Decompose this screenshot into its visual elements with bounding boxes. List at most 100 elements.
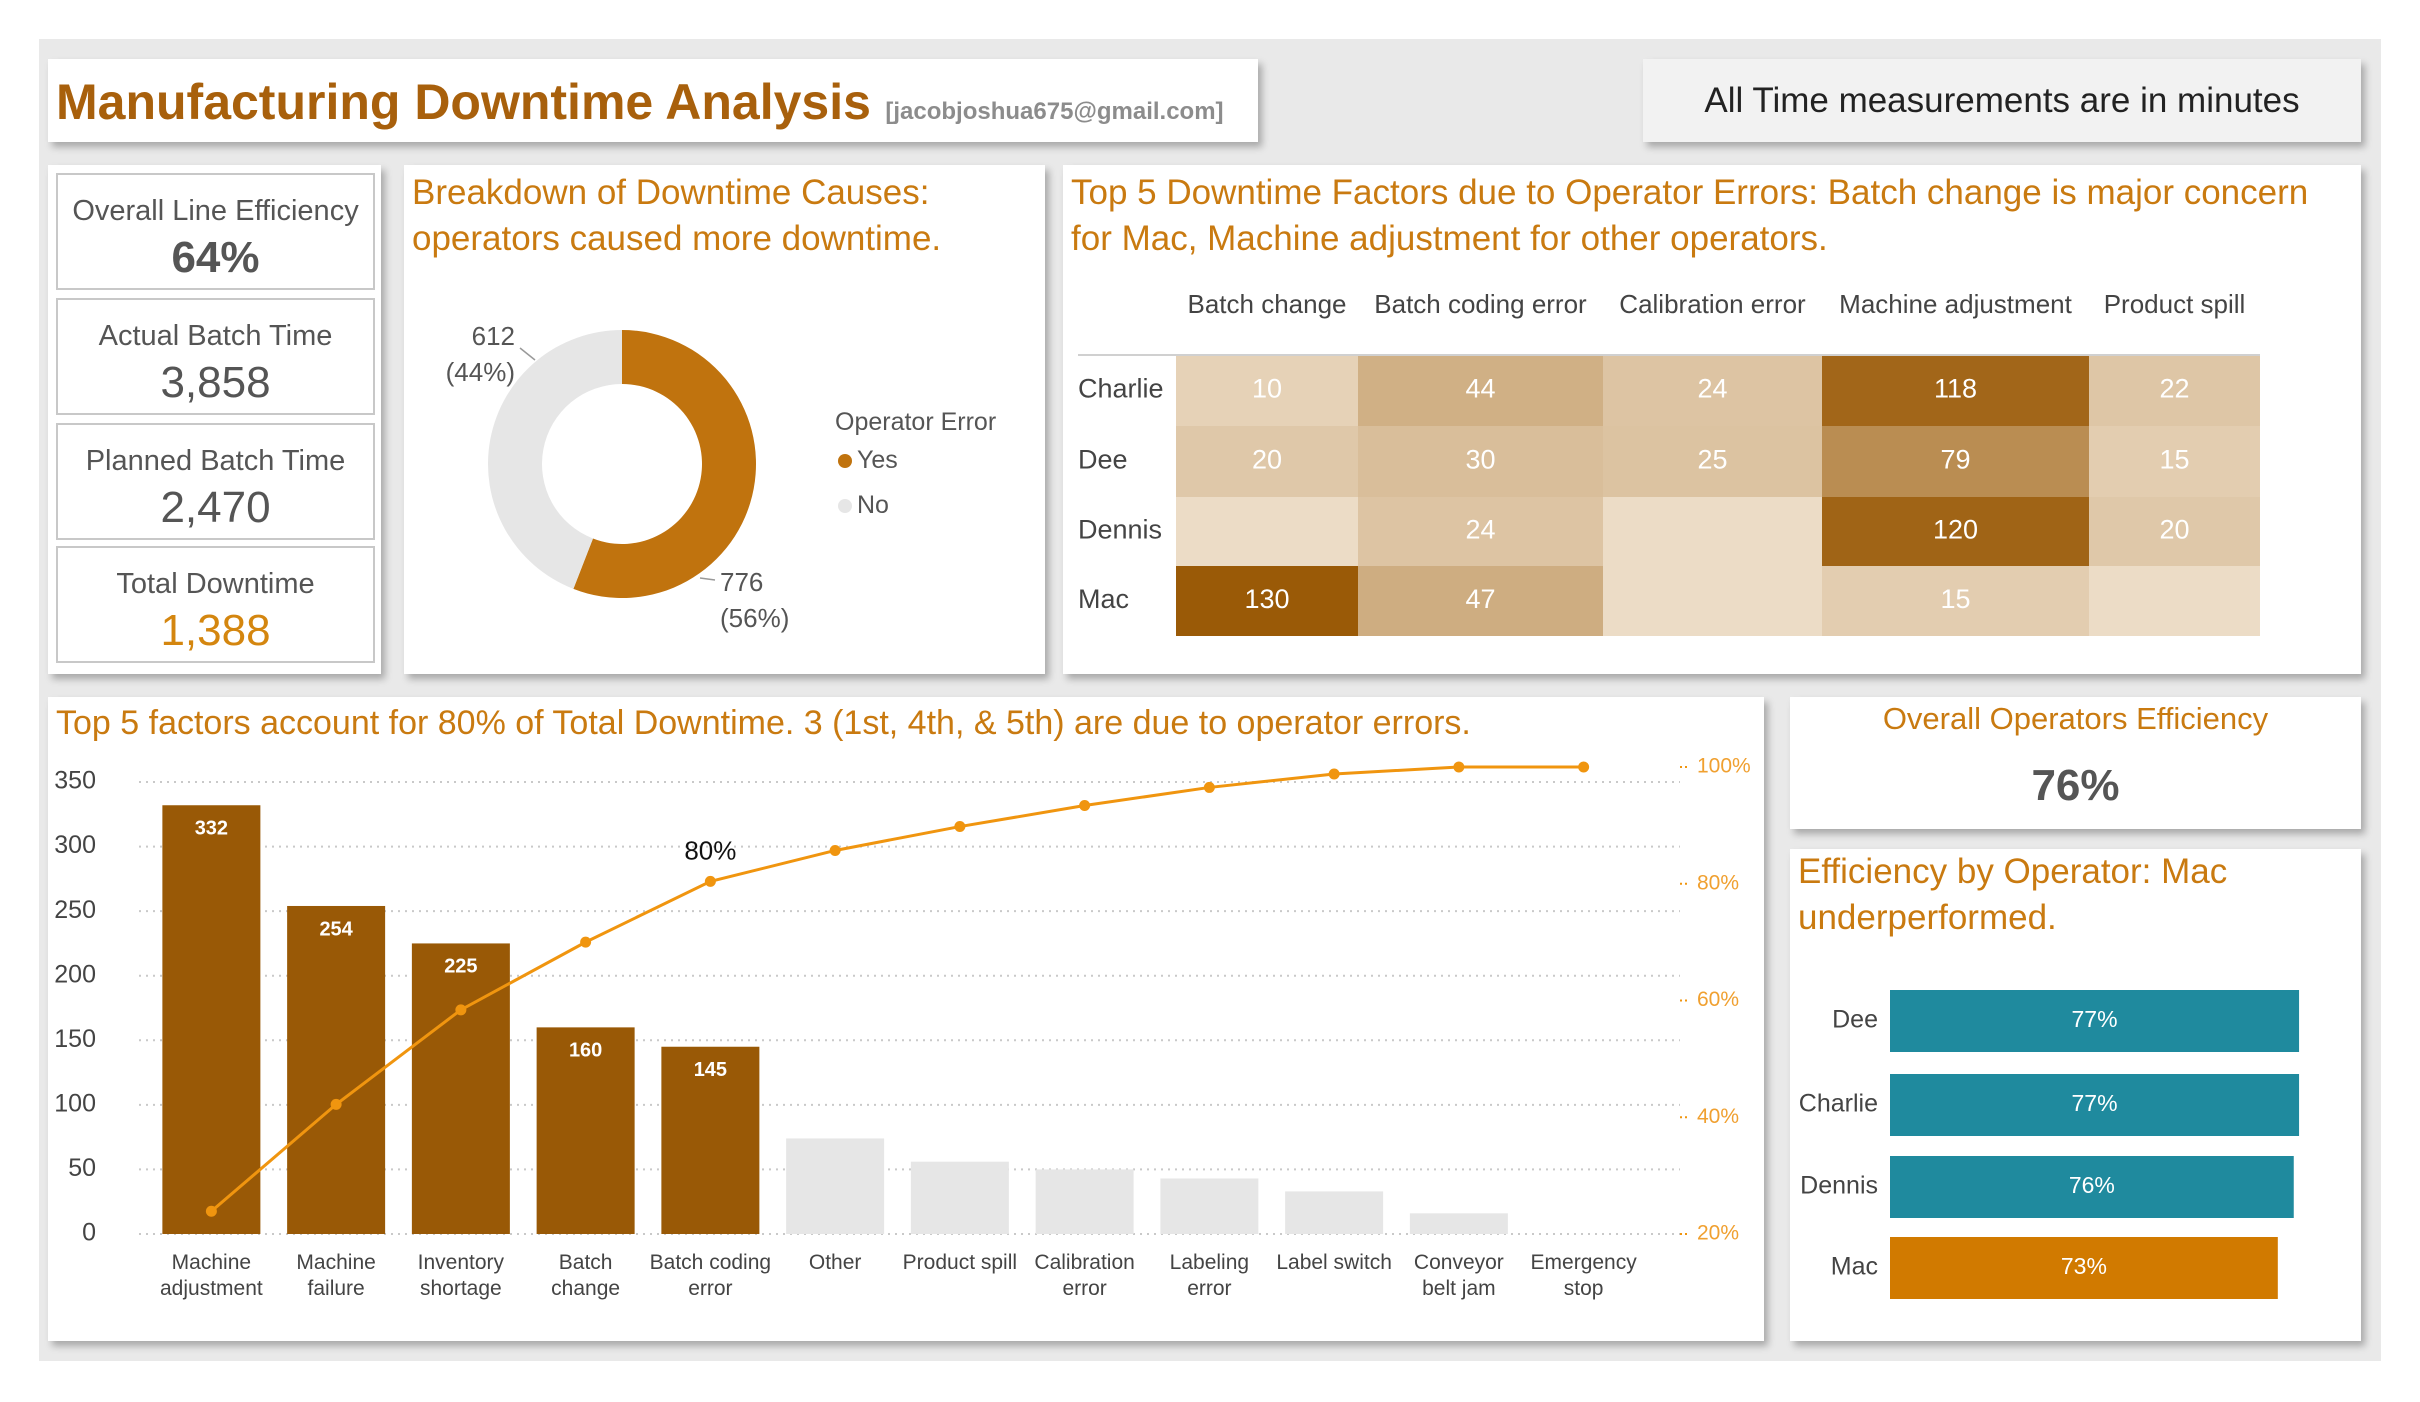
legend-label: Yes [857,446,898,474]
cell-label: 20 [1252,445,1282,475]
x-tick-label: Inventory shortage [417,1251,505,1300]
legend-marker [838,454,852,468]
cell-label: 10 [1252,374,1282,404]
x-tick-label: Other [808,1251,862,1274]
cell-label: 15 [2159,445,2189,475]
line-marker [829,844,841,856]
kpi-value: 3,858 [160,358,271,407]
author-email: [jacobjoshua675@gmail.com] [885,98,1224,125]
x-tick-label: Emergency stop [1530,1251,1637,1300]
heatmap-cell [1176,355,1358,426]
y-tick-label: 0 [82,1219,96,1247]
heatmap-cell [1176,566,1358,636]
heatmap-cell [1603,355,1822,426]
heatmap-cell [1358,426,1603,497]
bar-label: 160 [569,1040,602,1062]
x-tick-label: Conveyor belt jam [1413,1251,1504,1300]
heatmap-cell [1358,497,1603,566]
chart-title: Efficiency by Operator: Mac underperform… [1798,852,2228,937]
bar [411,943,510,1234]
page-title: Manufacturing Downtime Analysis [56,74,871,130]
chart-title: Top 5 factors account for 80% of Total D… [56,704,1471,742]
column-label: Machine adjustment [1839,289,2072,319]
kpi-box [56,173,375,290]
bar-label: 77% [2072,1006,2118,1032]
bar [1890,1074,2300,1136]
cell-label: 20 [2159,515,2189,545]
line-marker [455,1004,467,1016]
kpi-label: Planned Batch Time [85,445,346,477]
bar [1409,1213,1508,1234]
bar [162,805,261,1234]
column-label: Batch coding error [1374,289,1587,319]
y-tick-label: 300 [54,831,96,859]
header-card: Manufacturing Downtime Analysis [jacobjo… [48,59,1258,142]
operator-kpi-card: Overall Operators Efficiency 76% [1790,697,2361,829]
heatmap-cell [1603,566,1822,636]
line-marker [330,1098,342,1110]
y-tick-label: 50 [68,1154,96,1182]
bar-label: 77% [2072,1090,2118,1116]
kpi-value: 64% [171,233,260,282]
legend-label: No [857,491,889,519]
cell-label: 120 [1933,515,1978,545]
cell-label: 118 [1934,374,1977,404]
bar-label: 73% [2061,1253,2107,1279]
donut-slice [488,330,622,589]
category-label: Charlie [1799,1090,1878,1118]
line-marker [954,821,966,833]
header-line: Manufacturing Downtime Analysis [jacobjo… [56,73,1224,131]
line-marker [1203,781,1215,793]
leader-line [519,347,536,361]
column-label: Calibration error [1619,289,1806,319]
kpi-box [56,423,375,540]
category-label: Dennis [1800,1172,1878,1200]
heatmap-cell [2089,426,2260,497]
kpi-label: Overall Line Efficiency [72,195,359,227]
data-label: 612 (44%) [445,321,515,387]
line-marker [580,936,592,948]
cell-label: 44 [1465,374,1495,404]
operator-kpi-value: 76% [2031,761,2120,810]
x-tick-label: Labeling error [1169,1251,1250,1300]
kpi-label: Total Downtime [116,568,315,600]
category-label: Mac [1831,1253,1878,1281]
row-label: Dee [1078,445,1128,475]
line-marker [1453,761,1465,773]
y2-tick-label: 80% [1697,871,1739,894]
bar [1890,1237,2278,1299]
x-tick-label: Product spill [902,1251,1018,1274]
line-marker [704,875,716,887]
y2-tick-label: 100% [1697,755,1751,778]
cell-label: 30 [1465,445,1495,475]
bar [786,1138,885,1234]
units-note: All Time measurements are in minutes [1704,81,2300,120]
line-marker [1079,800,1091,812]
x-tick-label: Label switch [1276,1251,1392,1274]
heatmap-cell [1176,497,1358,566]
cell-label: 24 [1465,515,1495,545]
chart-title: Top 5 Downtime Factors due to Operator E… [1071,173,2309,258]
bar [1035,1169,1134,1234]
heatmap-cell [1358,566,1603,636]
bar [1890,990,2300,1052]
heatmap-cell [1603,497,1822,566]
donut-slice [573,330,757,599]
bar [910,1161,1009,1234]
leader-line [699,577,716,581]
heatmap-cell [2089,355,2260,426]
heatmap-cell [1822,355,2089,426]
bar [1890,1156,2294,1218]
cell-label: 47 [1465,584,1495,614]
x-tick-label: Batch coding error [649,1251,772,1300]
legend-title: Operator Error [835,408,997,436]
x-tick-label: Machine failure [296,1251,376,1300]
legend-marker [838,499,852,513]
bar-label: 254 [319,918,353,940]
bar-label: 145 [694,1059,727,1081]
bar-label: 225 [444,956,477,978]
heatmap-cell [1176,426,1358,497]
chart-title: Breakdown of Downtime Causes: operators … [412,173,942,258]
row-label: Charlie [1078,374,1164,404]
heatmap-cell [1603,426,1822,497]
